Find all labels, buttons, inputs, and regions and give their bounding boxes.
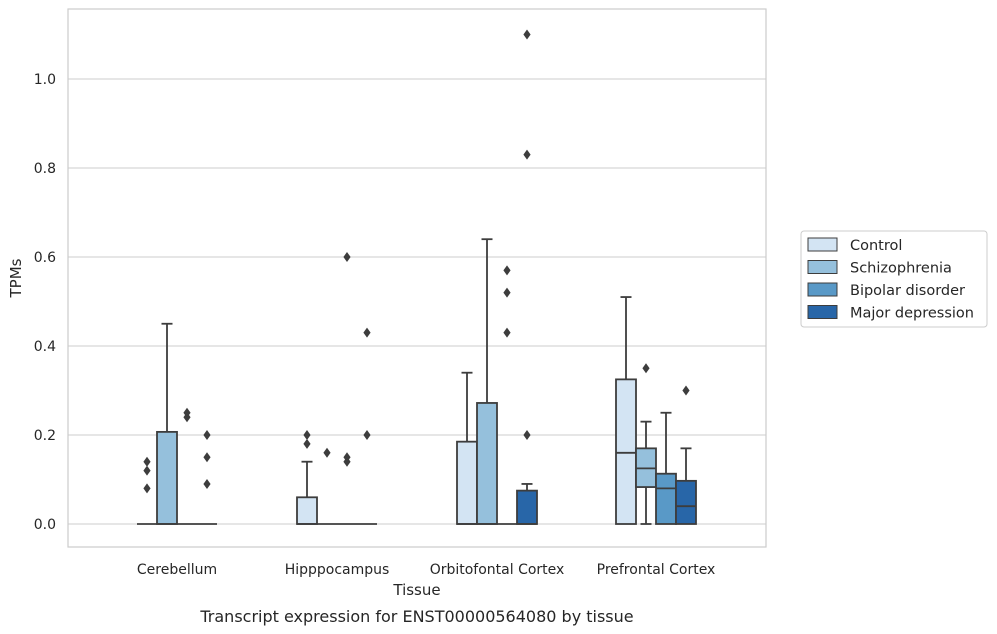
legend-swatch: [807, 237, 838, 252]
y-tick-label: 0.8: [34, 161, 56, 177]
outlier-point: [503, 287, 511, 298]
box-bipolar-disorder: [497, 265, 517, 525]
outlier-point: [523, 29, 531, 40]
y-tick-label: 0.4: [34, 339, 56, 355]
box-bipolar-disorder: [337, 252, 357, 525]
outlier-point: [503, 327, 511, 338]
box-body: [655, 472, 677, 525]
legend-swatch: [807, 305, 838, 319]
box-schizophrenia: [156, 322, 178, 525]
legend-label: Major depression: [850, 306, 974, 322]
y-axis-title: TPMs: [7, 258, 25, 298]
box-major-depression: [197, 430, 217, 525]
y-tick-label: 0.6: [34, 250, 56, 266]
outlier-point: [143, 483, 151, 494]
x-tick-label: Orbitofontal Cortex: [430, 562, 565, 578]
x-tick-label: Cerebellum: [137, 562, 217, 578]
chart-caption: Transcript expression for ENST0000056408…: [199, 607, 633, 626]
box-control: [615, 296, 637, 525]
outlier-point: [203, 452, 211, 463]
y-tick-label: 0.2: [34, 428, 56, 444]
box-control: [456, 371, 478, 525]
y-tick-label: 0.0: [34, 517, 56, 533]
outlier-point: [343, 452, 351, 463]
box-schizophrenia: [317, 447, 337, 525]
box-major-depression: [516, 29, 538, 525]
box-schizophrenia: [476, 238, 498, 525]
outlier-point: [143, 465, 151, 476]
outlier-point: [303, 430, 311, 440]
x-axis-title: Tissue: [392, 581, 440, 599]
box-bipolar-disorder: [177, 407, 197, 525]
outlier-point: [343, 252, 351, 262]
box-body: [156, 430, 178, 525]
x-axis-ticks: Cerebellum Hipppocampus Orbitofontal Corte…: [137, 562, 715, 578]
outlier-point: [143, 456, 151, 467]
box-schizophrenia: [635, 363, 657, 525]
legend-label: Control: [850, 238, 902, 254]
box-body: [675, 479, 697, 525]
outlier-point: [203, 478, 211, 489]
outlier-point: [523, 430, 531, 440]
outlier-point: [523, 149, 531, 160]
legend-swatch: [807, 260, 838, 274]
legend-swatch: [807, 282, 838, 297]
box-major-depression: [675, 385, 697, 525]
legend-frame: [800, 230, 988, 328]
legend-label: Bipolar disorder: [850, 283, 965, 299]
plot-frame: [67, 8, 767, 548]
y-tick-label: 1.0: [34, 72, 56, 88]
outlier-point: [503, 265, 511, 276]
box-bipolar-disorder: [655, 411, 677, 525]
outlier-point: [203, 430, 211, 440]
y-axis-ticks: 0.0 0.2 0.4 0.6 0.8 1.0: [34, 72, 56, 533]
legend-label: Schizophrenia: [850, 261, 952, 277]
outlier-point: [363, 327, 371, 338]
box-control: [137, 456, 157, 525]
box-body: [476, 402, 498, 525]
outlier-point: [303, 438, 311, 449]
outlier-point: [642, 363, 650, 374]
legend: Control Schizophrenia Bipolar disorder Majo…: [800, 230, 988, 328]
box-major-depression: [357, 327, 377, 525]
x-tick-label: Hipppocampus: [285, 562, 390, 578]
outlier-point: [363, 430, 371, 440]
outlier-point: [323, 447, 331, 458]
outlier-point: [682, 385, 690, 396]
box-body: [456, 440, 478, 525]
outlier-point: [183, 407, 191, 418]
plot-area: [137, 29, 697, 525]
box-body: [516, 489, 538, 525]
box-body: [615, 378, 637, 525]
x-tick-label: Prefrontal Cortex: [597, 562, 716, 578]
box-control: [296, 430, 318, 525]
box-body: [296, 496, 318, 525]
